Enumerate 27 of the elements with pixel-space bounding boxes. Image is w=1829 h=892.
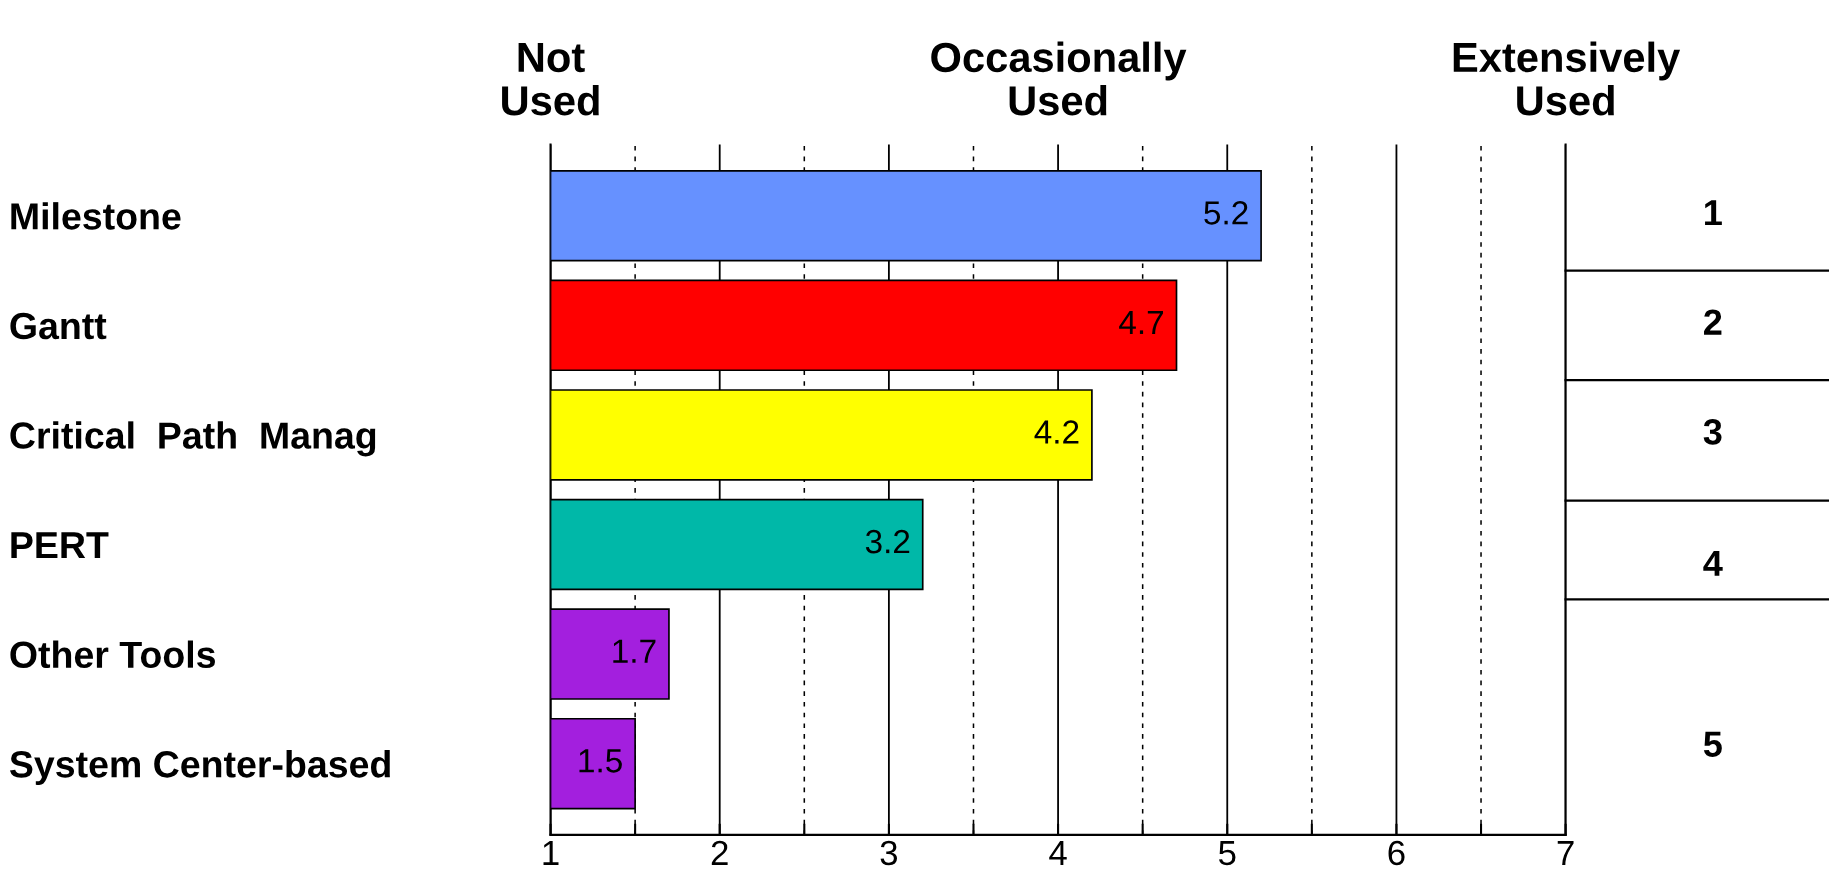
text: Not Used bbox=[502, 43, 599, 116]
y-tick-label: System Center-based bbox=[9, 750, 390, 786]
x-tick-label: 7 bbox=[1557, 841, 1574, 865]
x-tick-label: 1 bbox=[543, 841, 559, 865]
x-tick-label: 5 bbox=[1218, 841, 1236, 866]
x-tick-label: 4 bbox=[1049, 841, 1067, 865]
data-label: 1.7 bbox=[613, 639, 656, 663]
text: 3 bbox=[1703, 419, 1722, 445]
data-label: 4.7 bbox=[1119, 311, 1163, 334]
x-tick-label: 3 bbox=[880, 840, 898, 866]
text: Extensively Used bbox=[1453, 41, 1681, 116]
text: 5 bbox=[1703, 731, 1722, 757]
y-tick-label: Milestone bbox=[11, 202, 181, 230]
y-tick-label: Critical Path Manag bbox=[10, 421, 376, 457]
data-label: 1.5 bbox=[579, 749, 622, 773]
text: 1 bbox=[1705, 200, 1722, 226]
y-tick-label: Other Tools bbox=[10, 640, 215, 669]
data-label: 3.2 bbox=[865, 529, 910, 554]
data-label: 4.2 bbox=[1034, 420, 1079, 444]
text: Occasionally Used bbox=[931, 41, 1187, 116]
text: 4 bbox=[1703, 550, 1723, 576]
x-tick-label: 2 bbox=[711, 840, 728, 865]
x-tick-label: 6 bbox=[1388, 840, 1405, 866]
data-label: 5.2 bbox=[1204, 201, 1248, 225]
y-tick-label: PERT bbox=[11, 532, 109, 559]
text: 2 bbox=[1704, 309, 1722, 335]
y-tick-label: Gantt bbox=[10, 312, 107, 340]
